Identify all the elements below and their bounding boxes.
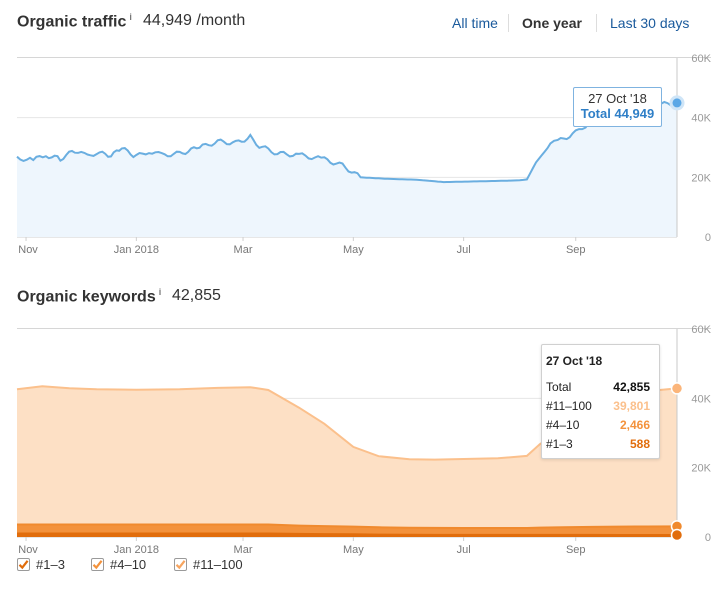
x-tick-label: Jul (457, 244, 471, 256)
range-one-year[interactable]: One year (522, 15, 582, 31)
traffic-hover-point[interactable] (669, 95, 685, 111)
traffic-line (16, 100, 678, 184)
traffic-title: Organic traffic i (17, 12, 132, 31)
keywords-tooltip-row-1-3: #1–3 588 (546, 437, 650, 453)
keywords-title: Organic keywords i (17, 287, 161, 306)
range-last-30-days[interactable]: Last 30 days (610, 15, 690, 31)
traffic-tooltip: 27 Oct '18 Total 44,949 (573, 87, 662, 127)
traffic-tooltip-total: Total 44,949 (580, 106, 655, 121)
keywords-x-axis: Nov Jan 2018 Mar May Jul Sep (18, 537, 586, 556)
traffic-y-axis: 60K 40K 20K 0 (691, 53, 711, 244)
legend-item-1-3[interactable]: #1–3 (17, 557, 65, 572)
traffic-x-axis: Nov Jan 2018 Mar May Jul Sep (18, 237, 586, 256)
tooltip-row-value: 2,466 (619, 418, 650, 432)
tooltip-row-label: #4–10 (546, 418, 580, 432)
keywords-chart: Nov Jan 2018 Mar May Jul Sep 60K 40K 20K 0 (16, 324, 712, 556)
traffic-tooltip-date: 27 Oct '18 (588, 91, 647, 106)
keywords-tooltip-row-total: Total 42,855 (546, 380, 650, 396)
x-tick-label: Sep (566, 544, 586, 556)
info-icon[interactable]: i (158, 287, 162, 297)
y-tick-label: 0 (705, 232, 711, 244)
y-tick-label: 20K (691, 172, 711, 184)
area-series-1-3-line (17, 532, 677, 536)
tooltip-row-value: 39,801 (613, 399, 650, 413)
range-divider (596, 14, 597, 32)
x-tick-label: Sep (566, 244, 586, 256)
x-tick-label: Jan 2018 (114, 544, 159, 556)
area-series-4-10-line (17, 523, 678, 529)
hover-point-1-3[interactable] (670, 528, 684, 542)
x-tick-label: Jan 2018 (114, 244, 159, 256)
keywords-tooltip-row-4-10: #4–10 2,466 (546, 418, 650, 434)
legend-item-11-100[interactable]: #11–100 (174, 557, 243, 572)
keywords-y-axis: 60K 40K 20K 0 (691, 324, 711, 544)
y-tick-label: 40K (691, 113, 711, 125)
keywords-tooltip: 27 Oct '18 Total 42,855 #11–100 39,801 #… (541, 344, 660, 459)
x-tick-label: May (343, 544, 364, 556)
keywords-tooltip-row-11-100: #11–100 39,801 (546, 399, 650, 415)
area-series-4-10 (17, 524, 677, 535)
x-tick-label: Mar (234, 244, 253, 256)
legend-label: #4–10 (110, 557, 147, 572)
hover-point-11-100[interactable] (670, 382, 684, 395)
y-tick-label: 20K (691, 463, 711, 475)
x-tick-label: May (343, 244, 364, 256)
checkbox-checked-icon[interactable] (91, 558, 104, 571)
traffic-tooltip-value: 44,949 (614, 106, 655, 121)
y-tick-label: 60K (691, 324, 711, 336)
y-tick-label: 60K (691, 53, 711, 65)
keywords-panel-border (17, 328, 711, 329)
checkbox-checked-icon[interactable] (17, 558, 30, 571)
x-tick-label: Mar (234, 544, 253, 556)
traffic-value: 44,949 /month (143, 12, 246, 29)
y-tick-label: 40K (691, 393, 711, 405)
tooltip-row-value: 588 (629, 437, 650, 451)
x-tick-label: Jul (457, 544, 471, 556)
x-tick-label: Nov (18, 544, 38, 556)
tooltip-row-label: #11–100 (546, 399, 592, 413)
range-all-time[interactable]: All time (452, 15, 498, 31)
legend-item-4-10[interactable]: #4–10 (91, 557, 146, 572)
area-series-11-100 (17, 386, 677, 528)
traffic-tooltip-label: Total (580, 106, 611, 121)
info-icon[interactable]: i (129, 12, 132, 22)
tooltip-row-label: #1–3 (546, 437, 573, 451)
traffic-area (17, 102, 677, 237)
traffic-chart: Nov Jan 2018 Mar May Jul Sep 60K 40K 20K 0 (16, 53, 712, 256)
x-tick-label: Nov (18, 244, 38, 256)
tooltip-row-value: 42,855 (613, 380, 650, 394)
traffic-title-text: Organic traffic (17, 13, 127, 31)
traffic-panel-border (17, 57, 711, 58)
checkbox-checked-icon[interactable] (174, 558, 187, 571)
keywords-areas (16, 385, 678, 537)
y-tick-label: 0 (705, 532, 711, 544)
keywords-hover-points (670, 382, 684, 542)
keywords-value: 42,855 (172, 287, 221, 304)
legend-label: #1–3 (36, 557, 65, 572)
legend-label: #11–100 (193, 557, 243, 572)
range-divider (508, 14, 509, 32)
keywords-title-text: Organic keywords (17, 288, 156, 306)
tooltip-row-label: Total (546, 380, 572, 394)
keywords-tooltip-date: 27 Oct '18 (546, 354, 603, 368)
